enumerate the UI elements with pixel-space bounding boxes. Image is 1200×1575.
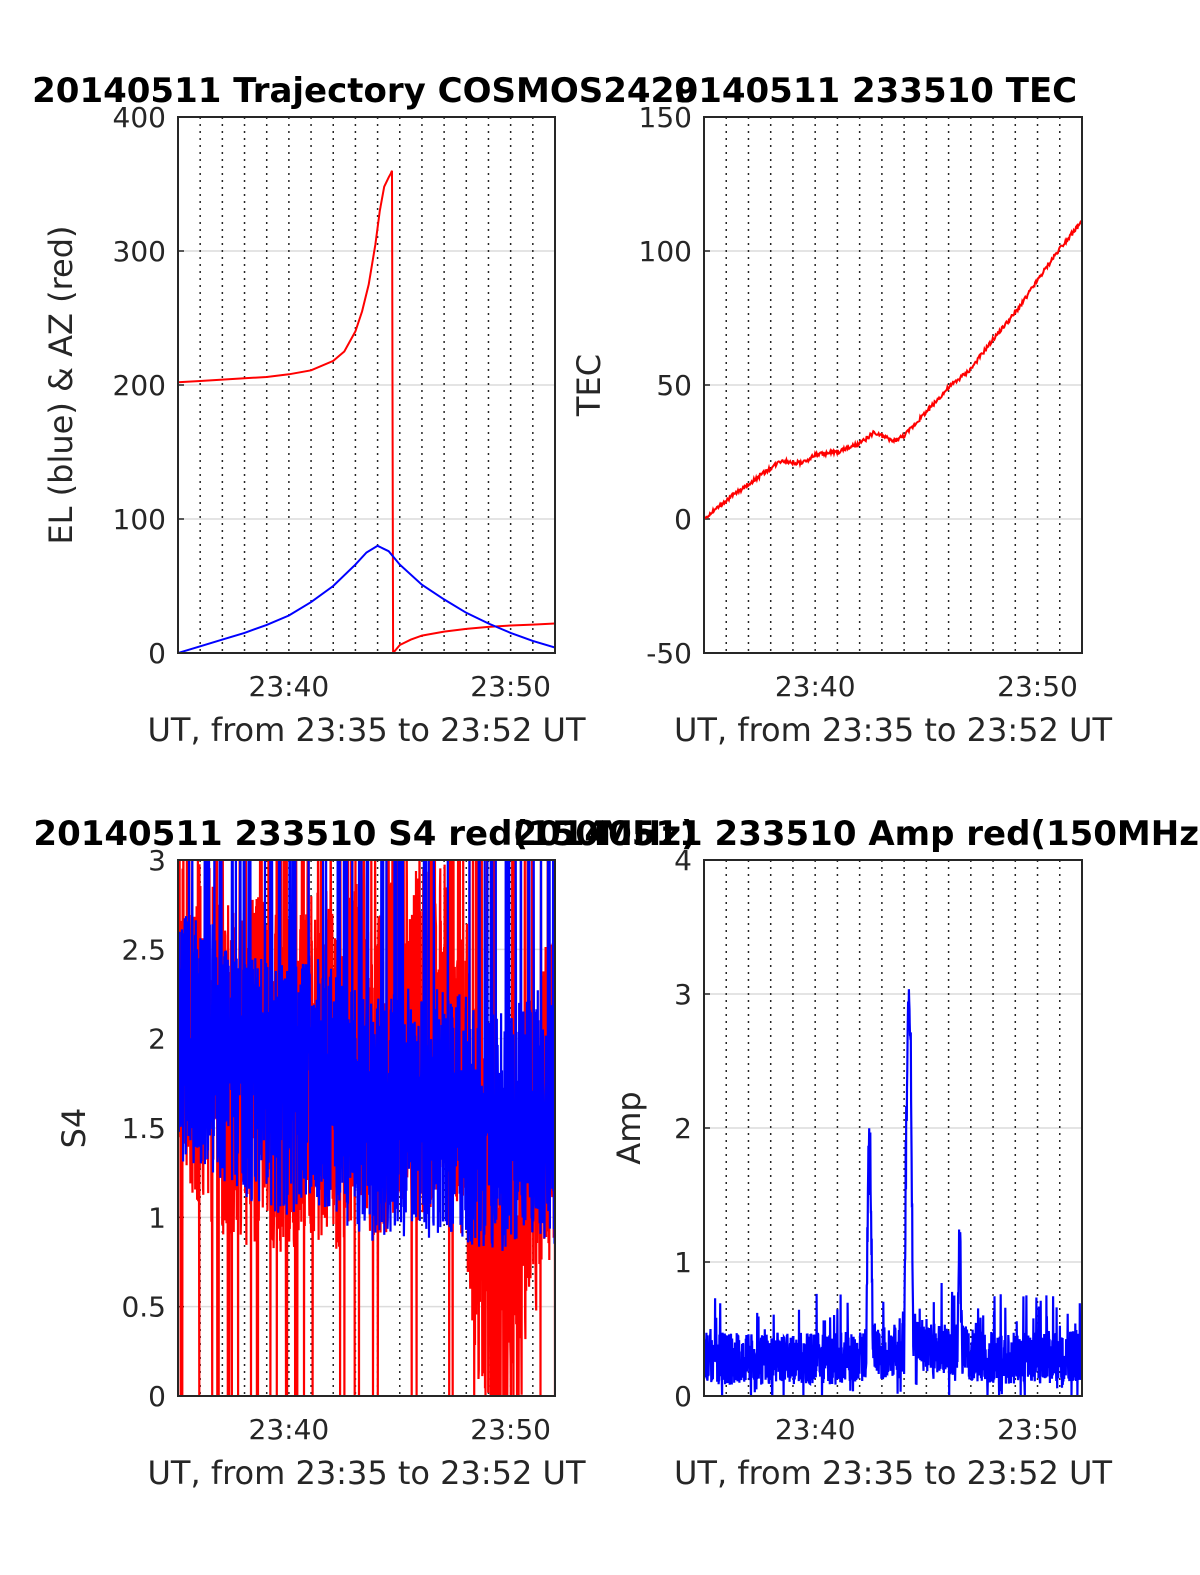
x-tick-label: 23:50 bbox=[997, 670, 1078, 703]
y-tick-label: 0 bbox=[674, 503, 692, 536]
panel-3: 0 0.5 1 1.5 2 2.5 3 23:40 23:50 20140511 233510 S… bbox=[33, 814, 696, 1492]
panel-4: 0 1 2 3 4 23:40 23:50 20140511 233510 Amp red(1… bbox=[513, 814, 1200, 1492]
y-tick-label: 4 bbox=[674, 844, 692, 877]
y-tick-label: 400 bbox=[113, 101, 166, 134]
y-tick-label: 150 bbox=[639, 101, 692, 134]
y-tick-label: 0 bbox=[148, 637, 166, 670]
axes-frame bbox=[177, 859, 556, 1397]
panel-2: -50 0 50 100 150 23:40 23:50 20140511 233510 TE… bbox=[570, 71, 1112, 749]
series-line-1 bbox=[178, 170, 555, 653]
y-tick-label: 1.5 bbox=[121, 1112, 166, 1145]
x-axis-label: UT, from 23:35 to 23:52 UT bbox=[148, 1454, 586, 1492]
x-axis-label: UT, from 23:35 to 23:52 UT bbox=[148, 711, 586, 749]
y-tick-label: 0 bbox=[148, 1380, 166, 1413]
y-tick-label: 100 bbox=[113, 503, 166, 536]
chart-title: 20140511 233510 S4 red(150MHz) bbox=[33, 814, 696, 854]
y-tick-label: 100 bbox=[639, 235, 692, 268]
y-tick-label: 3 bbox=[674, 978, 692, 1011]
x-tick-label: 23:50 bbox=[470, 1413, 551, 1446]
x-tick-label: 23:50 bbox=[470, 670, 551, 703]
y-tick-label: 1 bbox=[148, 1201, 166, 1234]
axes-frame bbox=[177, 116, 556, 654]
series-line-2 bbox=[178, 860, 555, 1251]
x-axis-label: UT, from 23:35 to 23:52 UT bbox=[674, 711, 1112, 749]
x-tick-label: 23:40 bbox=[775, 1413, 856, 1446]
axes-frame bbox=[703, 859, 1083, 1397]
chart-title: 20140511 233510 Amp red(150MHz) bbox=[513, 814, 1200, 854]
x-axis-label: UT, from 23:35 to 23:52 UT bbox=[674, 1454, 1112, 1492]
x-tick-label: 23:40 bbox=[249, 1413, 330, 1446]
y-tick-label: 3 bbox=[148, 844, 166, 877]
y-tick-label: 200 bbox=[113, 369, 166, 402]
y-tick-label: 300 bbox=[113, 235, 166, 268]
y-tick-label: -50 bbox=[646, 637, 692, 670]
axes-frame bbox=[703, 116, 1083, 654]
chart-title: 20140511 233510 TEC bbox=[651, 71, 1077, 111]
y-axis-label: TEC bbox=[570, 354, 608, 417]
y-tick-label: 2.5 bbox=[121, 933, 166, 966]
y-axis-label: S4 bbox=[55, 1108, 93, 1149]
y-tick-label: 2 bbox=[148, 1023, 166, 1056]
x-tick-label: 23:50 bbox=[997, 1413, 1078, 1446]
chart-title: 20140511 Trajectory COSMOS2429 bbox=[32, 71, 698, 111]
series-line-1 bbox=[704, 989, 1082, 1396]
y-tick-label: 1 bbox=[674, 1246, 692, 1279]
x-tick-label: 23:40 bbox=[249, 670, 330, 703]
x-tick-label: 23:40 bbox=[775, 670, 856, 703]
y-tick-label: 0 bbox=[674, 1380, 692, 1413]
y-axis-label: Amp bbox=[610, 1091, 648, 1164]
y-tick-label: 0.5 bbox=[121, 1291, 166, 1324]
series-line-2 bbox=[178, 544, 555, 653]
series-line-1 bbox=[704, 219, 1082, 520]
y-axis-label: EL (blue) & AZ (red) bbox=[42, 225, 80, 544]
y-tick-label: 2 bbox=[674, 1112, 692, 1145]
panel-1: 0 100 200 300 400 23:40 23:50 20140511 Trajecto… bbox=[32, 71, 698, 749]
y-tick-label: 50 bbox=[656, 369, 692, 402]
